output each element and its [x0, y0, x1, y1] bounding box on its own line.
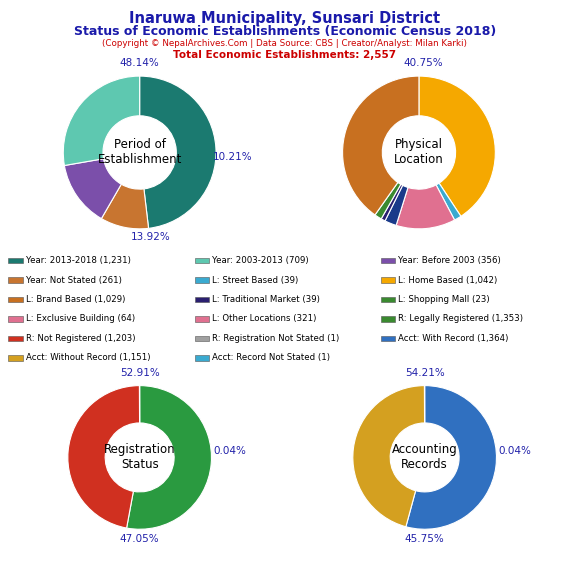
Bar	[9, 297, 23, 302]
Text: L: Other Locations (321): L: Other Locations (321)	[212, 315, 316, 323]
Wedge shape	[64, 158, 121, 218]
Wedge shape	[385, 185, 408, 225]
Bar	[195, 297, 209, 302]
Bar	[9, 355, 23, 361]
Text: 0.04%: 0.04%	[213, 446, 246, 456]
Text: 10.21%: 10.21%	[213, 152, 253, 162]
Text: Registration
Status: Registration Status	[104, 443, 176, 471]
Bar	[9, 336, 23, 341]
Wedge shape	[406, 386, 496, 529]
Bar	[381, 336, 396, 341]
Text: 0.90%: 0.90%	[0, 569, 1, 570]
Text: 27.73%: 27.73%	[0, 569, 1, 570]
Text: Status of Economic Establishments (Economic Census 2018): Status of Economic Establishments (Econo…	[74, 25, 496, 38]
Text: 40.75%: 40.75%	[403, 58, 442, 68]
Text: 2.50%: 2.50%	[0, 569, 1, 570]
Text: L: Exclusive Building (64): L: Exclusive Building (64)	[26, 315, 135, 323]
Wedge shape	[436, 183, 461, 220]
Wedge shape	[353, 386, 425, 527]
Bar	[9, 316, 23, 321]
Wedge shape	[127, 386, 211, 529]
Text: R: Legally Registered (1,353): R: Legally Registered (1,353)	[398, 315, 523, 323]
Text: 0.04%: 0.04%	[498, 446, 531, 456]
Text: Year: 2013-2018 (1,231): Year: 2013-2018 (1,231)	[26, 256, 131, 265]
Wedge shape	[140, 76, 216, 229]
Wedge shape	[68, 386, 140, 528]
Text: Physical
Location: Physical Location	[394, 139, 444, 166]
Text: 1.53%: 1.53%	[0, 569, 1, 570]
Text: 13.92%: 13.92%	[131, 233, 171, 242]
Bar	[381, 277, 396, 283]
Bar	[195, 355, 209, 361]
Bar	[381, 258, 396, 263]
Text: Acct: With Record (1,364): Acct: With Record (1,364)	[398, 334, 508, 343]
Text: L: Shopping Mall (23): L: Shopping Mall (23)	[398, 295, 490, 304]
Text: Year: Before 2003 (356): Year: Before 2003 (356)	[398, 256, 501, 265]
Text: L: Traditional Market (39): L: Traditional Market (39)	[212, 295, 320, 304]
Wedge shape	[396, 185, 454, 229]
Text: 40.24%: 40.24%	[0, 569, 1, 570]
Text: R: Not Registered (1,203): R: Not Registered (1,203)	[26, 334, 135, 343]
Wedge shape	[343, 76, 419, 215]
Text: Year: 2003-2013 (709): Year: 2003-2013 (709)	[212, 256, 308, 265]
Bar	[381, 316, 396, 321]
Text: 12.55%: 12.55%	[0, 569, 1, 570]
Wedge shape	[375, 182, 401, 219]
Bar	[9, 277, 23, 283]
Text: 54.21%: 54.21%	[405, 368, 445, 378]
Text: Period of
Establishment: Period of Establishment	[97, 139, 182, 166]
Text: R: Registration Not Stated (1): R: Registration Not Stated (1)	[212, 334, 339, 343]
Text: Acct: Without Record (1,151): Acct: Without Record (1,151)	[26, 353, 150, 363]
Wedge shape	[419, 76, 495, 216]
Bar	[195, 336, 209, 341]
Text: 1.53%: 1.53%	[0, 569, 1, 570]
Wedge shape	[381, 184, 402, 221]
Bar	[195, 277, 209, 283]
Bar	[195, 258, 209, 263]
Bar	[195, 316, 209, 321]
Bar	[9, 258, 23, 263]
Text: 47.05%: 47.05%	[120, 534, 160, 544]
Text: Total Economic Establishments: 2,557: Total Economic Establishments: 2,557	[173, 50, 397, 60]
Text: 45.75%: 45.75%	[405, 534, 445, 544]
Text: 52.91%: 52.91%	[120, 368, 160, 378]
Text: L: Street Based (39): L: Street Based (39)	[212, 275, 298, 284]
Text: Year: Not Stated (261): Year: Not Stated (261)	[26, 275, 121, 284]
Text: Accounting
Records: Accounting Records	[392, 443, 458, 471]
Wedge shape	[101, 184, 149, 229]
Wedge shape	[63, 76, 140, 165]
Text: L: Brand Based (1,029): L: Brand Based (1,029)	[26, 295, 125, 304]
Text: L: Home Based (1,042): L: Home Based (1,042)	[398, 275, 498, 284]
Text: 48.14%: 48.14%	[120, 58, 160, 68]
Text: Inaruwa Municipality, Sunsari District: Inaruwa Municipality, Sunsari District	[129, 11, 441, 26]
Text: (Copyright © NepalArchives.Com | Data Source: CBS | Creator/Analyst: Milan Karki: (Copyright © NepalArchives.Com | Data So…	[103, 39, 467, 48]
Text: Acct: Record Not Stated (1): Acct: Record Not Stated (1)	[212, 353, 330, 363]
Bar	[381, 297, 396, 302]
